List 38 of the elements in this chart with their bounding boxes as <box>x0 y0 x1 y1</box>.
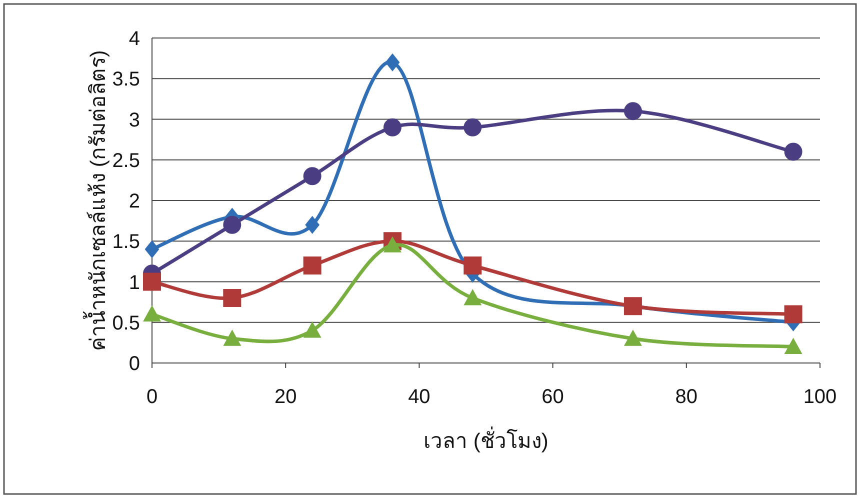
point <box>464 118 482 136</box>
y-tick-label: 2.5 <box>112 150 140 172</box>
y-tick-label: 4 <box>128 28 140 50</box>
x-tick-label: 100 <box>803 386 837 408</box>
point <box>144 240 160 258</box>
point <box>784 142 802 161</box>
y-tick-label: 2 <box>128 190 140 212</box>
point <box>143 272 161 291</box>
point <box>303 322 322 338</box>
point <box>464 256 482 274</box>
y-tick-label: 1.5 <box>112 231 140 254</box>
x-tick-label: 20 <box>274 386 297 408</box>
x-tick-label: 0 <box>146 386 158 408</box>
y-tick-label: 3.5 <box>112 68 140 91</box>
x-tick-label: 60 <box>542 386 564 408</box>
point <box>305 216 320 234</box>
point <box>383 118 402 136</box>
point <box>784 338 802 354</box>
point <box>223 289 242 307</box>
y-tick-label: 0.5 <box>112 312 140 334</box>
point <box>383 236 402 252</box>
point <box>303 167 322 186</box>
point <box>624 102 642 120</box>
point <box>385 53 400 72</box>
y-tick-label: 3 <box>128 109 140 132</box>
point <box>624 330 642 346</box>
point <box>223 216 242 234</box>
y-tick-label: 0 <box>128 353 140 375</box>
point <box>464 289 482 306</box>
y-axis-title: ค่าน้ำหนักเซลล์แห้ง (กรัมต่อลิตร) <box>83 50 110 351</box>
y-tick-label: 1 <box>128 272 140 294</box>
x-axis-title: เวลา (ชั่วโมง) <box>424 426 548 453</box>
point <box>143 305 161 322</box>
point <box>784 305 802 324</box>
point <box>223 330 242 346</box>
point <box>303 256 322 274</box>
x-tick-label: 40 <box>408 386 430 408</box>
x-tick-label: 80 <box>675 386 698 408</box>
